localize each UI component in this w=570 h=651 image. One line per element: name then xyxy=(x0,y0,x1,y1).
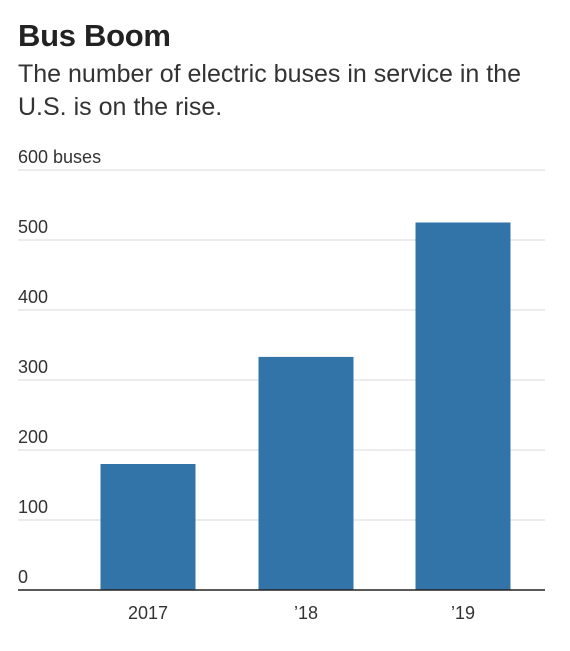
bar-2 xyxy=(415,222,511,590)
chart-title: Bus Boom xyxy=(18,18,171,53)
bars xyxy=(100,222,511,590)
y-tick-label-0: 0 xyxy=(18,567,28,587)
y-tick-label-300: 300 xyxy=(18,357,48,377)
y-tick-label-500: 500 xyxy=(18,217,48,237)
bar-0 xyxy=(100,464,196,590)
x-tick-label-1: ’18 xyxy=(294,603,318,623)
x-tick-label-2: ’19 xyxy=(451,603,475,623)
bar-1 xyxy=(258,356,354,590)
y-tick-label-200: 200 xyxy=(18,427,48,447)
x-tick-label-0: 2017 xyxy=(128,603,168,623)
x-axis-tick-labels: 2017 ’18 ’19 xyxy=(128,603,475,623)
y-tick-label-100: 100 xyxy=(18,497,48,517)
y-tick-label-600: 600 buses xyxy=(18,147,101,167)
y-axis-tick-labels: 0 100 200 300 400 500 600 buses xyxy=(18,147,101,587)
chart-subtitle: The number of electric buses in service … xyxy=(18,60,522,121)
y-tick-label-400: 400 xyxy=(18,287,48,307)
